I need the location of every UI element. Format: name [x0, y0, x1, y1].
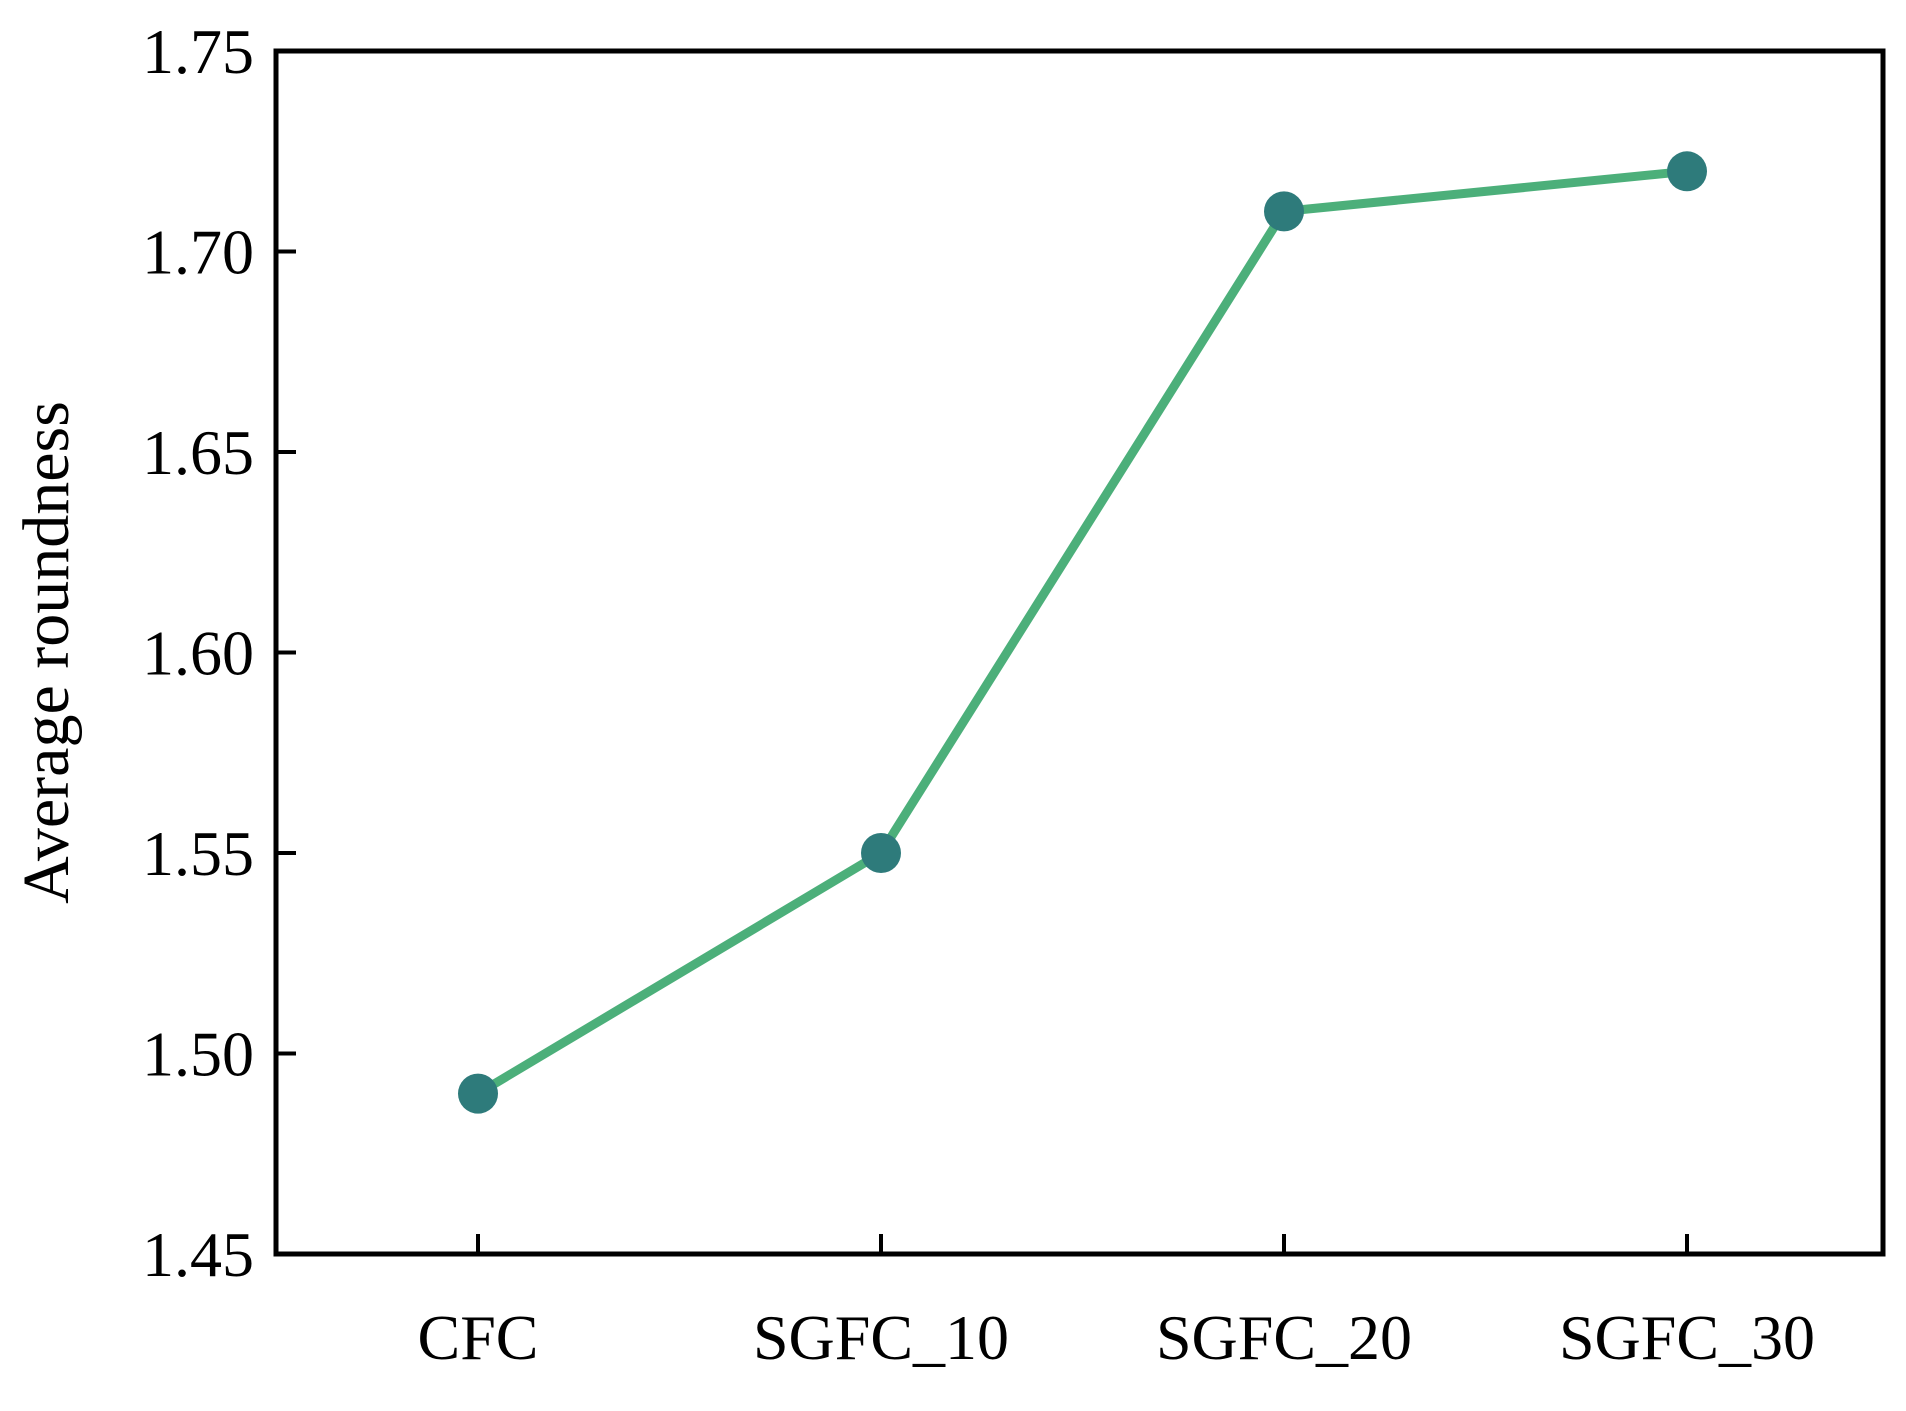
y-tick-label: 1.60 — [142, 618, 254, 689]
x-tick-label: SGFC_30 — [1559, 1302, 1815, 1373]
series-line-0 — [473, 166, 1692, 1099]
x-tick-label: SGFC_10 — [753, 1302, 1009, 1373]
plot-frame — [273, 48, 1886, 1257]
y-axis-title: Average roundness — [10, 401, 83, 904]
data-point-sgfc_30 — [1667, 151, 1707, 192]
y-tick-label: 1.70 — [142, 217, 254, 288]
x-tick-label: CFC — [418, 1302, 539, 1373]
series-layer — [458, 151, 1707, 1114]
y-tick-label: 1.75 — [142, 16, 254, 87]
y-tick-label: 1.55 — [142, 818, 254, 889]
y-tick-label: 1.45 — [142, 1219, 254, 1290]
x-tick-label: SGFC_20 — [1156, 1302, 1412, 1373]
y-tick-label: 1.65 — [142, 417, 254, 488]
data-point-sgfc_20 — [1264, 191, 1304, 232]
ticks-layer: 1.45 1.50 1.55 1.60 1.65 1.70 1.75 CFC SGFC_10 SG… — [142, 16, 1815, 1373]
data-point-cfc — [458, 1073, 498, 1114]
y-tick-label: 1.50 — [142, 1019, 254, 1090]
data-point-sgfc_10 — [861, 833, 901, 873]
